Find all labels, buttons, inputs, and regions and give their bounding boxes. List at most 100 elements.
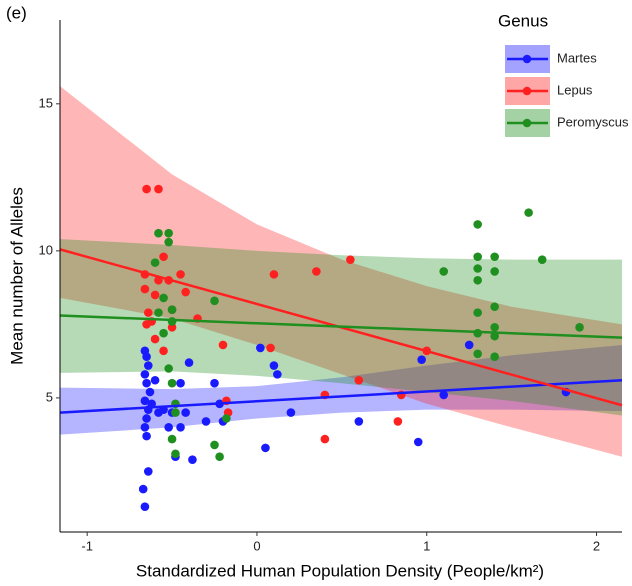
data-point (150, 290, 160, 300)
data-point (537, 255, 547, 264)
data-point (490, 323, 499, 332)
data-point (167, 323, 177, 332)
data-point (201, 417, 211, 426)
data-point (143, 361, 153, 370)
data-point (164, 364, 173, 373)
data-point (142, 378, 151, 388)
data-point (159, 252, 168, 262)
data-point (140, 423, 150, 432)
x-tick-label: 2 (593, 538, 600, 553)
data-point (490, 252, 499, 262)
fit-line (59, 314, 623, 339)
data-point (154, 228, 163, 238)
x-tick-label: 0 (253, 538, 260, 553)
data-point (142, 431, 151, 441)
y-tick-label: 5 (46, 389, 53, 404)
data-point (143, 308, 153, 317)
legend-title: Genus (498, 11, 548, 30)
data-point (145, 387, 155, 397)
data-point (188, 455, 197, 464)
data-point (210, 440, 219, 450)
data-point (320, 434, 330, 444)
fit-line (59, 379, 623, 414)
legend-label: Lepus (557, 82, 593, 97)
data-point (150, 375, 160, 385)
data-point (417, 355, 426, 364)
data-point (439, 267, 449, 276)
data-point (140, 396, 150, 406)
legend-dot (522, 86, 532, 96)
data-point (464, 340, 474, 350)
panel-label: (e) (6, 3, 27, 22)
data-point (142, 184, 151, 194)
data-point (354, 375, 364, 385)
data-point (176, 423, 185, 432)
data-point (218, 340, 228, 350)
data-point (154, 408, 163, 417)
data-point (150, 334, 160, 344)
data-point (171, 449, 180, 459)
data-point (473, 275, 482, 285)
data-point (439, 390, 449, 400)
y-axis-title: Mean number of Alleles (7, 187, 26, 365)
data-point (159, 293, 168, 303)
data-point (167, 434, 177, 444)
data-point (140, 346, 150, 356)
data-point (490, 352, 499, 362)
data-point (147, 399, 156, 409)
data-point (286, 408, 296, 417)
data-point (261, 443, 270, 453)
data-point (312, 267, 321, 276)
data-point (181, 408, 190, 417)
data-point (473, 220, 482, 229)
legend-label: Peromyscus (557, 114, 629, 129)
x-tick-label: 1 (423, 538, 430, 553)
data-point (164, 228, 173, 238)
data-point (393, 417, 403, 426)
data-point (167, 378, 177, 388)
data-point (176, 378, 185, 388)
data-point (575, 323, 584, 332)
data-point (473, 349, 482, 359)
legend-dot (522, 118, 532, 128)
data-point (266, 343, 275, 353)
data-point (140, 370, 150, 379)
legend-dot (522, 54, 532, 64)
data-point (269, 361, 279, 370)
data-point (215, 452, 224, 462)
x-tick-label: -1 (81, 538, 93, 553)
legend-label: Martes (557, 50, 597, 65)
data-point (269, 270, 279, 279)
data-point (181, 287, 190, 297)
data-point (222, 414, 231, 423)
data-point (159, 346, 168, 356)
data-point (490, 267, 499, 276)
data-point (473, 264, 482, 273)
data-point (176, 270, 185, 279)
data-point (150, 258, 160, 267)
y-tick-label: 15 (39, 95, 53, 110)
data-point (413, 437, 423, 447)
data-point (346, 255, 355, 264)
data-point (210, 378, 219, 388)
data-point (184, 358, 194, 367)
data-point (256, 343, 265, 353)
data-point (473, 252, 482, 262)
data-point (490, 302, 499, 312)
data-point (140, 502, 150, 512)
data-point (167, 317, 177, 326)
data-point (210, 296, 219, 306)
data-point (167, 305, 177, 314)
data-point (138, 484, 148, 494)
y-tick-label: 10 (39, 242, 53, 257)
data-point (154, 308, 163, 317)
data-point (164, 237, 173, 247)
data-point (159, 328, 168, 338)
data-point (143, 467, 153, 476)
data-point (473, 308, 482, 317)
data-point (171, 408, 180, 417)
data-point (524, 208, 533, 217)
x-axis-title: Standardized Human Population Density (P… (136, 561, 544, 580)
data-point (354, 417, 364, 426)
